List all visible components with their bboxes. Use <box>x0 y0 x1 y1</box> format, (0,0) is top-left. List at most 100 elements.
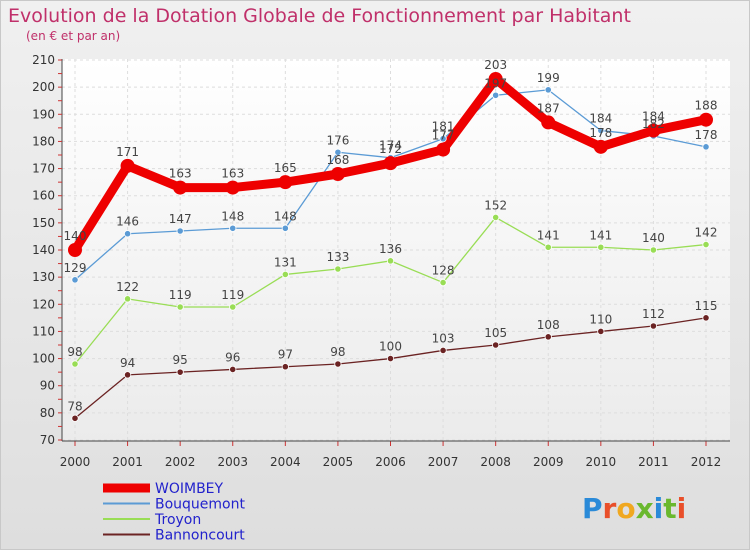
data-point-woimbey <box>436 142 451 157</box>
data-point-troyon <box>334 265 342 273</box>
x-tick-label: 2010 <box>586 455 617 469</box>
data-label-woimbey: 177 <box>432 129 455 143</box>
data-label-bannoncourt: 97 <box>278 348 293 362</box>
data-label-troyon: 122 <box>116 280 139 294</box>
y-tick-label: 140 <box>32 243 55 257</box>
logo-letter: P <box>582 492 603 525</box>
data-point-bannoncourt <box>544 333 552 341</box>
data-label-troyon: 140 <box>642 231 665 245</box>
data-point-bouquemont <box>281 224 289 232</box>
legend-label-bannoncourt: Bannoncourt <box>155 528 245 544</box>
data-point-woimbey <box>120 158 135 173</box>
data-point-troyon <box>176 303 184 311</box>
data-label-bouquemont: 148 <box>221 209 244 223</box>
data-label-woimbey: 163 <box>221 167 244 181</box>
data-label-bannoncourt: 108 <box>537 318 560 332</box>
legend-label-bouquemont: Bouquemont <box>155 497 245 513</box>
data-point-woimbey <box>383 156 398 171</box>
y-tick-label: 150 <box>32 216 55 230</box>
data-point-bouquemont <box>229 224 237 232</box>
data-point-woimbey <box>225 180 240 195</box>
data-point-bannoncourt <box>123 371 132 379</box>
chart-title: Evolution de la Dotation Globale de Fonc… <box>8 5 631 27</box>
data-label-woimbey: 184 <box>642 110 665 124</box>
data-label-bouquemont: 148 <box>274 209 297 223</box>
logo-letter: o <box>616 492 635 525</box>
y-tick-label: 190 <box>32 107 55 121</box>
data-label-bouquemont: 182 <box>642 117 665 131</box>
x-tick-label: 2006 <box>375 455 406 469</box>
data-label-bouquemont: 146 <box>116 215 139 229</box>
data-point-bannoncourt <box>492 341 500 349</box>
data-label-troyon: 152 <box>484 198 507 212</box>
proxiti-logo: Proxiti <box>582 492 686 525</box>
x-tick-label: 2001 <box>112 455 143 469</box>
data-label-woimbey: 178 <box>589 126 612 140</box>
data-point-bouquemont <box>702 143 710 151</box>
data-point-woimbey <box>68 243 82 257</box>
data-label-woimbey: 171 <box>116 145 139 159</box>
data-label-bouquemont: 129 <box>64 261 87 275</box>
data-label-troyon: 133 <box>326 250 349 264</box>
data-label-troyon: 119 <box>169 288 192 302</box>
x-tick-label: 2008 <box>480 455 511 469</box>
data-label-troyon: 142 <box>695 226 718 240</box>
data-label-bannoncourt: 112 <box>642 307 665 321</box>
data-point-bouquemont <box>176 227 184 235</box>
data-point-bannoncourt <box>281 363 289 371</box>
legend-label-troyon: Troyon <box>154 512 201 528</box>
data-point-woimbey <box>330 167 345 181</box>
data-label-bannoncourt: 78 <box>67 399 82 413</box>
y-tick-label: 100 <box>32 352 55 366</box>
data-point-bouquemont <box>71 276 79 284</box>
data-label-bannoncourt: 95 <box>173 353 188 367</box>
data-point-troyon <box>281 270 289 279</box>
logo-letter: x <box>636 492 654 525</box>
data-point-bannoncourt <box>597 327 605 336</box>
data-label-bannoncourt: 105 <box>484 326 507 340</box>
data-point-woimbey <box>173 180 188 195</box>
x-tick-label: 2007 <box>428 455 459 469</box>
data-label-troyon: 119 <box>221 288 244 302</box>
data-label-bouquemont: 181 <box>432 120 455 134</box>
data-label-troyon: 131 <box>274 255 297 269</box>
logo-letter: i <box>677 492 687 525</box>
data-point-woimbey <box>278 175 293 190</box>
data-label-bannoncourt: 110 <box>589 312 612 326</box>
logo-letter: t <box>663 492 676 525</box>
y-tick-label: 70 <box>40 433 55 447</box>
y-tick-label: 210 <box>32 53 55 67</box>
data-point-bannoncourt <box>229 365 237 374</box>
data-point-bouquemont <box>492 91 500 99</box>
data-point-troyon <box>229 303 237 311</box>
data-label-troyon: 98 <box>67 345 82 359</box>
data-label-bouquemont: 184 <box>589 112 612 126</box>
data-point-troyon <box>597 243 605 251</box>
logo-letter: i <box>654 492 664 525</box>
data-point-bouquemont <box>544 86 552 94</box>
data-label-troyon: 136 <box>379 242 402 256</box>
data-label-woimbey: 163 <box>169 167 192 181</box>
data-label-bouquemont: 174 <box>379 139 402 153</box>
data-label-bannoncourt: 103 <box>432 331 455 345</box>
data-label-woimbey: 140 <box>64 229 87 243</box>
y-tick-label: 160 <box>32 189 55 203</box>
data-point-troyon <box>123 295 132 303</box>
logo-text: Proxiti <box>582 492 686 525</box>
data-label-woimbey: 188 <box>695 99 718 113</box>
x-tick-label: 2003 <box>217 455 248 469</box>
y-tick-label: 80 <box>40 406 55 420</box>
data-point-bannoncourt <box>649 322 658 330</box>
data-point-bannoncourt <box>71 414 79 422</box>
legend-label-woimbey: WOIMBEY <box>155 481 224 497</box>
data-label-bannoncourt: 96 <box>225 350 240 364</box>
data-label-bannoncourt: 98 <box>330 345 345 359</box>
data-point-woimbey <box>646 123 661 138</box>
data-label-bouquemont: 199 <box>537 71 560 85</box>
x-tick-label: 2012 <box>691 455 722 469</box>
data-point-troyon <box>492 213 500 222</box>
data-label-bouquemont: 178 <box>695 128 718 142</box>
data-point-woimbey <box>593 139 608 154</box>
x-tick-label: 2011 <box>638 455 669 469</box>
